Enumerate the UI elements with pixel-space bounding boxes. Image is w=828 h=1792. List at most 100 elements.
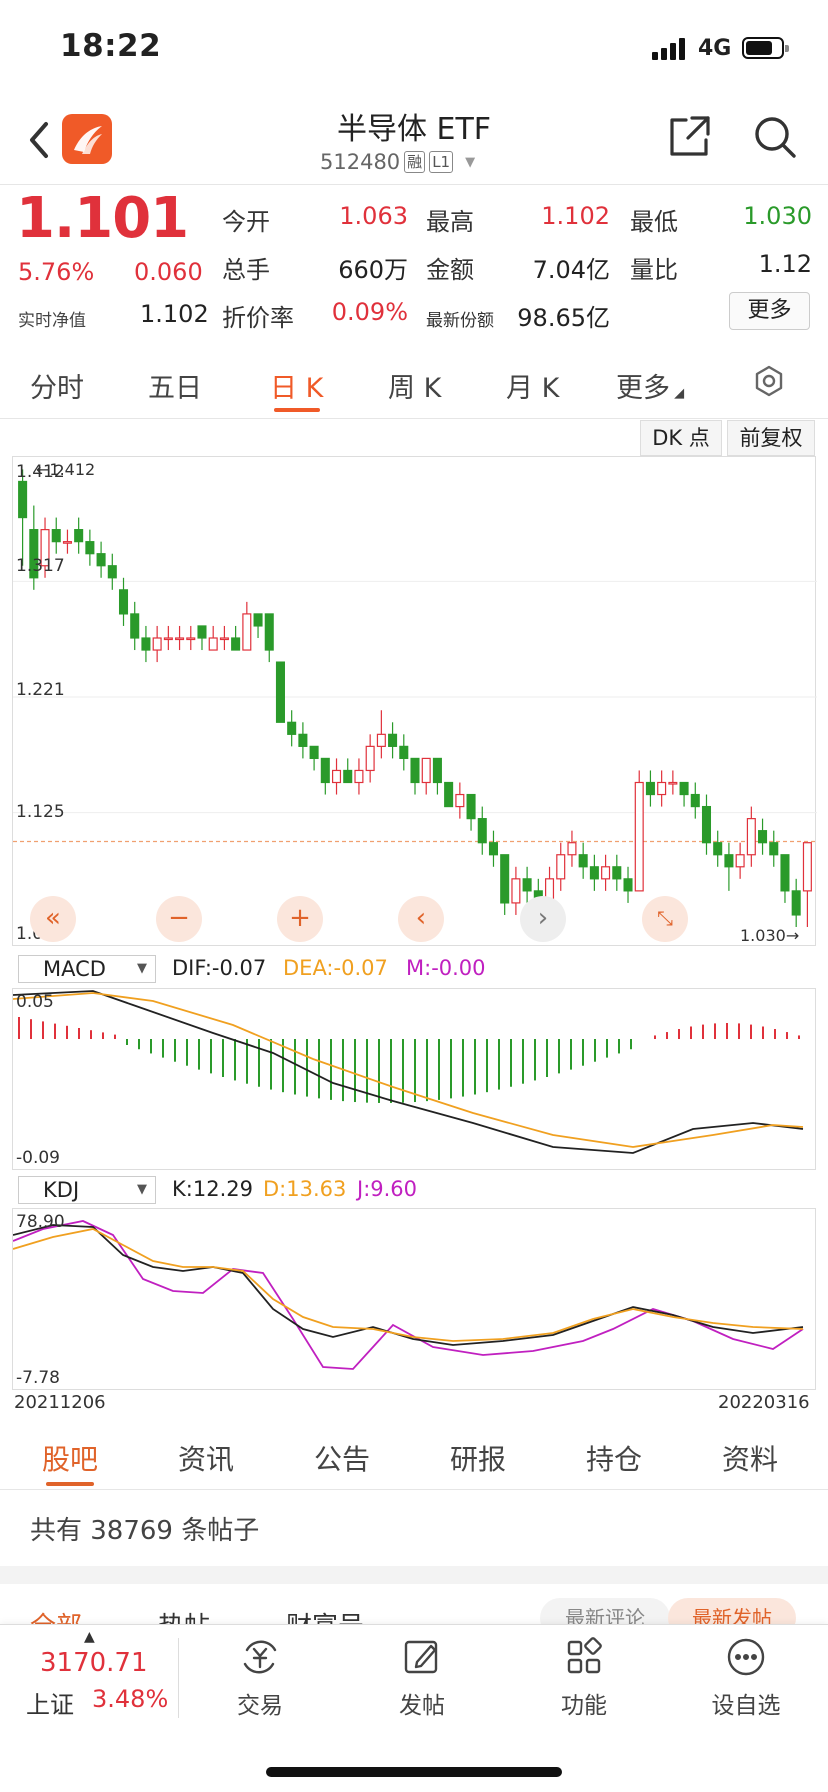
- change-value: 0.060: [134, 258, 203, 286]
- tab-forum[interactable]: 股吧: [42, 1443, 99, 1476]
- candle: [679, 781, 689, 807]
- macd-m: M:-0.00: [406, 956, 486, 980]
- zoom-out-button[interactable]: −: [156, 896, 202, 942]
- ratio-label: 量比: [630, 256, 678, 284]
- tab-profile[interactable]: 资料: [722, 1443, 779, 1476]
- candle: [444, 781, 454, 808]
- search-icon[interactable]: [752, 114, 798, 160]
- candle: [309, 745, 319, 771]
- more-dots-icon: [725, 1636, 767, 1678]
- dk-point-button[interactable]: DK 点: [640, 420, 722, 456]
- kdj-select[interactable]: KDJ ▼: [18, 1176, 156, 1204]
- tab-monthly-k[interactable]: 月 K: [506, 373, 560, 404]
- post-button[interactable]: 发帖: [372, 1636, 472, 1720]
- high-label: 最高: [426, 208, 474, 236]
- tab-underline: [46, 1482, 94, 1486]
- macd-select[interactable]: MACD ▼: [18, 955, 156, 983]
- candle: [130, 601, 140, 651]
- candle: [18, 469, 28, 566]
- caret-icon: ◢: [670, 386, 685, 401]
- candle: [141, 625, 151, 663]
- tab-daily-k[interactable]: 日 K: [270, 373, 324, 404]
- high-value: 1.102: [541, 202, 610, 230]
- end-date: 20220316: [718, 1392, 810, 1413]
- candle: [432, 757, 442, 795]
- trade-button[interactable]: 交易: [210, 1636, 310, 1720]
- add-watchlist-label: 设自选: [711, 1693, 781, 1719]
- zoom-in-button[interactable]: +: [277, 896, 323, 942]
- back-icon[interactable]: [24, 118, 54, 162]
- candle: [488, 830, 499, 867]
- candle: [657, 770, 667, 807]
- section-gap: [0, 1566, 828, 1584]
- app-logo-icon[interactable]: [62, 114, 112, 164]
- stock-code: 512480: [320, 150, 401, 174]
- scroll-right-button[interactable]: ›: [520, 896, 566, 942]
- post-label: 发帖: [399, 1693, 445, 1719]
- level-tag: L1: [429, 151, 454, 173]
- kline-chart[interactable]: [12, 456, 817, 946]
- candle: [769, 830, 779, 867]
- candle: [62, 529, 72, 554]
- tab-holdings[interactable]: 持仓: [586, 1443, 643, 1476]
- candle: [634, 770, 644, 892]
- function-button[interactable]: 功能: [534, 1636, 634, 1720]
- max-price-label: ←1.412: [36, 460, 96, 479]
- start-date: 20211206: [14, 1392, 106, 1413]
- shares-label: 最新份额: [426, 311, 494, 331]
- candle: [287, 710, 297, 747]
- tab-research[interactable]: 研报: [450, 1443, 507, 1476]
- expand-up-icon[interactable]: ▲: [84, 1629, 95, 1645]
- candle: [567, 830, 577, 867]
- y-tick-1: 1.412: [16, 462, 65, 482]
- period-tabs: 分时 五日 日 K 周 K 月 K 更多 ◢: [0, 352, 828, 418]
- chevron-down-icon: ▼: [465, 154, 476, 170]
- candle: [735, 842, 745, 879]
- candle: [186, 625, 196, 651]
- premium-value: 0.09%: [331, 298, 408, 326]
- tab-weekly-k[interactable]: 周 K: [388, 373, 442, 404]
- nav-label: 实时净值: [18, 311, 86, 331]
- volume-value: 660万: [338, 256, 408, 284]
- candle: [713, 830, 723, 867]
- index-value[interactable]: 3170.71: [40, 1648, 148, 1678]
- candle: [410, 757, 420, 795]
- candle: [175, 625, 185, 651]
- shares-value: 98.65亿: [517, 304, 610, 332]
- tab-intraday[interactable]: 分时: [30, 373, 84, 404]
- candle: [746, 806, 756, 867]
- tab-news[interactable]: 资讯: [178, 1443, 235, 1476]
- scroll-left-button[interactable]: ‹: [398, 896, 444, 942]
- open-label: 今开: [222, 208, 270, 236]
- add-watchlist-button[interactable]: 设自选: [696, 1636, 796, 1720]
- kdj-svg: [12, 1220, 804, 1370]
- macd-chart[interactable]: [12, 988, 816, 1170]
- min-price-label: 1.030→: [740, 926, 800, 945]
- candle: [601, 854, 611, 891]
- status-time: 18:22: [60, 28, 162, 64]
- tab-five-day[interactable]: 五日: [148, 373, 202, 404]
- stock-code-row[interactable]: 512480 融 L1 ▼: [320, 150, 475, 174]
- premium-label: 折价率: [222, 304, 294, 332]
- tab-announcements[interactable]: 公告: [314, 1443, 371, 1476]
- candle: [253, 613, 263, 638]
- battery-icon: [742, 37, 789, 59]
- low-label: 最低: [630, 208, 678, 236]
- kdj-chart[interactable]: [12, 1208, 816, 1390]
- candle: [320, 757, 330, 795]
- candle: [365, 734, 375, 783]
- margin-tag: 融: [404, 151, 426, 173]
- content-tabs: 股吧 资讯 公告 研报 持仓 资料: [0, 1418, 828, 1490]
- adjust-button[interactable]: 前复权: [727, 420, 815, 456]
- caret-down-icon: ▼: [137, 961, 147, 976]
- macd-select-label: MACD: [43, 957, 106, 981]
- more-quote-button[interactable]: 更多: [729, 292, 810, 330]
- gear-icon[interactable]: [752, 364, 786, 398]
- fullscreen-button[interactable]: ⤡: [642, 896, 688, 942]
- caret-down-icon: ▼: [137, 1182, 147, 1197]
- tab-more[interactable]: 更多 ◢: [616, 366, 684, 405]
- share-icon[interactable]: [666, 114, 712, 160]
- scroll-start-button[interactable]: «: [30, 896, 76, 942]
- macd-dea: DEA:-0.07: [283, 956, 388, 980]
- candle: [589, 854, 599, 891]
